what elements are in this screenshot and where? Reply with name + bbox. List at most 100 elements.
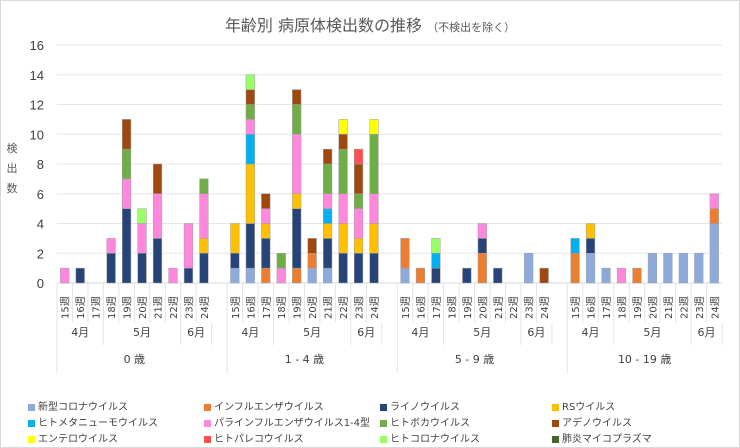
x-week-label: 22週: [678, 296, 690, 319]
bar-segment: [168, 267, 178, 284]
bar-segment: [353, 238, 364, 254]
bar-segment: [245, 223, 255, 269]
bar-segment: [122, 148, 132, 180]
bar-segment: [647, 253, 657, 284]
bar-segment: [323, 193, 333, 209]
chart-title: 年齢別 病原体検出数の推移 （不検出を除く）: [0, 12, 740, 36]
bar-segment: [230, 253, 240, 269]
bar-segment: [431, 267, 441, 284]
legend-swatch-icon: [204, 419, 211, 427]
bar-segment: [323, 148, 333, 165]
x-week-label: 24週: [539, 296, 551, 319]
bar-segment: [152, 163, 163, 194]
bar-segment: [261, 267, 271, 284]
legend-item: ライノウイルス: [380, 398, 460, 413]
bar-segment: [323, 267, 333, 284]
x-week-label: 23週: [183, 296, 195, 319]
bar-segment: [493, 267, 503, 284]
x-week-label: 22週: [338, 296, 350, 319]
bar-segment: [261, 238, 271, 269]
bar-segment: [307, 238, 317, 254]
x-week-label: 20週: [307, 296, 319, 319]
x-month-label: 5月: [473, 326, 491, 339]
bar-segment: [292, 208, 302, 269]
legend-item: ヒトパレコウイルス: [204, 430, 304, 445]
y-tick-label: 0: [37, 276, 44, 291]
bar-segment: [338, 134, 348, 150]
bar-segment: [261, 208, 271, 224]
bar-segment: [106, 253, 116, 284]
legend-swatch-icon: [28, 435, 35, 443]
bar-segment: [462, 267, 472, 284]
bar-segment: [292, 193, 302, 209]
bar-segment: [307, 267, 317, 284]
bar-segment: [261, 223, 271, 239]
legend-swatch-icon: [552, 435, 559, 443]
x-week-label: 20週: [137, 296, 149, 319]
bar-segment: [245, 134, 255, 165]
bar-segment: [632, 267, 642, 284]
bar-segment: [338, 119, 348, 135]
bar-segment: [338, 223, 348, 254]
x-week-label: 15週: [230, 296, 242, 319]
bar-segment: [199, 178, 209, 194]
y-tick-label: 10: [30, 127, 44, 142]
x-month-label: 5月: [133, 326, 151, 339]
legend-label: 肺炎マイコプラズマ: [562, 434, 652, 445]
bar-segment: [431, 238, 441, 254]
x-week-label: 20週: [477, 296, 489, 319]
bar-segment: [353, 148, 364, 165]
y-axis-label: 出: [7, 161, 18, 175]
legend-item: 新型コロナウイルス: [28, 398, 128, 413]
y-tick-label: 6: [37, 187, 44, 202]
x-week-label: 21週: [323, 296, 335, 319]
x-week-label: 23週: [354, 296, 366, 319]
bar-segment: [338, 253, 348, 284]
bar-segment: [678, 253, 688, 284]
bar-segment: [292, 267, 302, 284]
y-tick-label: 16: [30, 38, 44, 53]
legend-item: アデノウイルス: [552, 414, 632, 429]
bar-segment: [276, 267, 286, 284]
legend-item: ヒトメタニューモウイルス: [28, 414, 158, 429]
x-week-label: 18週: [616, 296, 628, 319]
y-axis-label: 検: [7, 141, 18, 155]
x-month-label: 6月: [527, 326, 545, 339]
bar-segment: [539, 267, 549, 284]
bar-segment: [570, 253, 580, 284]
y-tick-label: 2: [37, 246, 44, 261]
legend-label: パラインフルエンザウイルス1-4型: [214, 418, 371, 429]
x-week-label: 15週: [60, 296, 72, 319]
legend-item: インフルエンザウイルス: [204, 398, 324, 413]
bar-segment: [245, 74, 255, 90]
legend-label: ライノウイルス: [390, 402, 460, 413]
bar-segment: [122, 178, 132, 209]
legend-label: アデノウイルス: [562, 418, 632, 429]
bar-segment: [106, 238, 116, 254]
x-month-label: 4月: [71, 326, 89, 339]
legend-label: ヒトボカウイルス: [390, 418, 470, 429]
bar-segment: [400, 267, 410, 284]
x-week-label: 23週: [694, 296, 706, 319]
bar-segment: [199, 253, 209, 284]
legend-item: ヒトボカウイルス: [380, 414, 470, 429]
x-week-label: 18週: [106, 296, 118, 319]
bar-segment: [122, 208, 132, 284]
bar-segment: [245, 89, 255, 105]
bar-segment: [369, 223, 379, 254]
bar-segment: [183, 223, 194, 269]
y-tick-label: 4: [37, 217, 44, 232]
legend-label: RSウイルス: [562, 402, 616, 413]
bar-segment: [292, 104, 302, 135]
bar-segment: [353, 208, 364, 239]
legend-label: 新型コロナウイルス: [38, 402, 128, 413]
legend-label: ヒトコロナウイルス: [390, 434, 480, 445]
bar-segment: [477, 223, 487, 239]
bar-segment: [323, 223, 333, 239]
x-month-label: 5月: [303, 326, 321, 339]
legend-label: インフルエンザウイルス: [214, 402, 324, 413]
bar-segment: [152, 193, 163, 239]
bar-segment: [307, 253, 317, 269]
bar-segment: [152, 238, 163, 284]
x-month-label: 4月: [411, 326, 429, 339]
